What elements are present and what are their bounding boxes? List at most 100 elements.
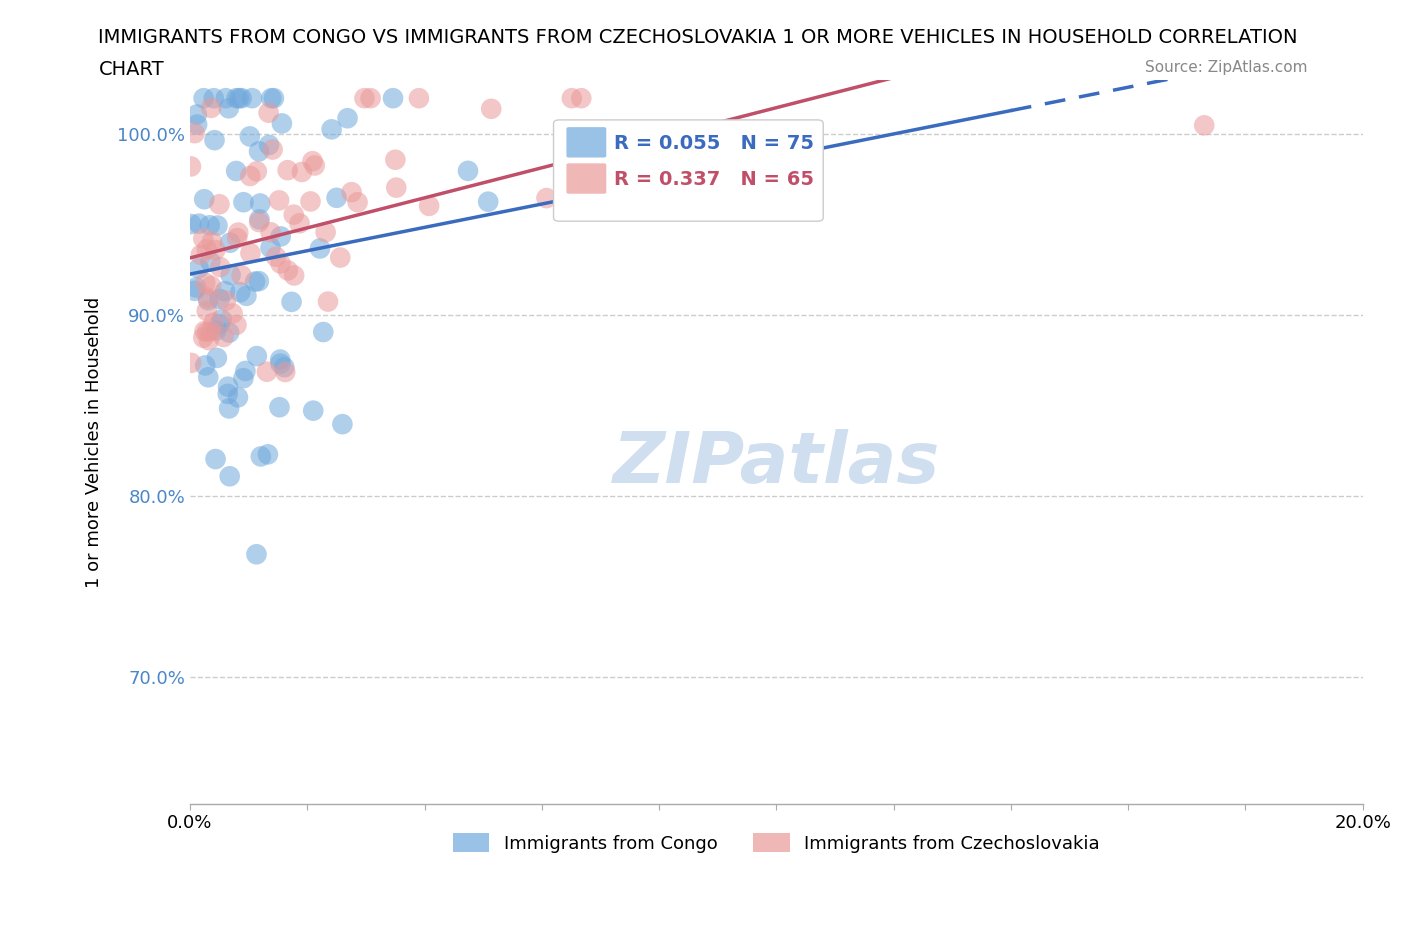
Point	[194, 358, 217, 373]
Point	[240, 91, 263, 106]
Point	[270, 229, 292, 244]
Point	[186, 107, 208, 122]
Point	[225, 317, 247, 332]
Point	[217, 379, 239, 394]
Point	[340, 185, 363, 200]
Point	[239, 168, 262, 183]
Point	[200, 278, 222, 293]
Point	[229, 285, 252, 299]
Point	[232, 371, 254, 386]
Text: Source: ZipAtlas.com: Source: ZipAtlas.com	[1144, 60, 1308, 75]
Point	[193, 324, 215, 339]
FancyBboxPatch shape	[567, 164, 606, 193]
Point	[187, 261, 209, 276]
Point	[245, 547, 267, 562]
Point	[195, 325, 218, 339]
Point	[262, 142, 284, 157]
Point	[353, 91, 375, 106]
Point	[186, 280, 208, 295]
Point	[209, 259, 232, 274]
Point	[204, 133, 226, 148]
Y-axis label: 1 or more Vehicles in Household: 1 or more Vehicles in Household	[86, 297, 103, 588]
Point	[235, 364, 257, 379]
Point	[270, 256, 292, 271]
Point	[194, 275, 217, 290]
Point	[231, 268, 253, 283]
Point	[249, 196, 271, 211]
Point	[200, 254, 222, 269]
Point	[457, 164, 479, 179]
Text: R = 0.055   N = 75: R = 0.055 N = 75	[614, 134, 814, 153]
Point	[205, 323, 228, 338]
Point	[346, 194, 368, 209]
Point	[193, 192, 215, 206]
Point	[239, 246, 262, 260]
Point	[283, 207, 305, 222]
Point	[190, 247, 212, 262]
Point	[193, 91, 215, 106]
Point	[247, 144, 270, 159]
Point	[193, 330, 215, 345]
Point	[231, 91, 253, 106]
Point	[315, 225, 337, 240]
Point	[197, 290, 219, 305]
Point	[332, 417, 354, 432]
Point	[208, 292, 231, 307]
Point	[260, 91, 283, 106]
Text: R = 0.337   N = 65: R = 0.337 N = 65	[614, 170, 814, 189]
FancyBboxPatch shape	[554, 120, 823, 221]
Point	[195, 242, 218, 257]
Point	[336, 111, 359, 126]
Point	[180, 355, 202, 370]
Point	[198, 333, 221, 348]
Point	[259, 240, 281, 255]
Point	[226, 390, 249, 405]
Point	[183, 284, 205, 299]
Point	[304, 158, 326, 173]
Point	[183, 126, 205, 140]
Point	[325, 191, 347, 206]
Point	[250, 449, 273, 464]
Point	[569, 91, 592, 106]
Point	[385, 180, 408, 195]
Point	[299, 194, 322, 209]
Point	[269, 352, 291, 367]
Point	[360, 91, 382, 106]
Point	[201, 234, 224, 249]
Point	[257, 138, 280, 153]
Point	[211, 312, 233, 326]
Point	[226, 231, 249, 246]
Point	[215, 91, 238, 106]
Point	[217, 387, 239, 402]
Point	[197, 293, 219, 308]
Point	[329, 250, 352, 265]
Point	[561, 91, 583, 106]
Point	[274, 365, 297, 379]
Point	[228, 91, 250, 106]
Point	[316, 294, 339, 309]
Point	[186, 117, 208, 132]
Point	[208, 317, 231, 332]
Point	[225, 164, 247, 179]
Point	[277, 263, 299, 278]
Point	[277, 163, 299, 178]
Point	[218, 469, 240, 484]
Text: CHART: CHART	[98, 60, 165, 79]
Point	[215, 293, 238, 308]
Point	[1194, 118, 1216, 133]
Point	[264, 249, 287, 264]
Point	[235, 288, 257, 303]
Point	[246, 164, 269, 179]
Point	[382, 91, 405, 106]
Text: ZIPatlas: ZIPatlas	[613, 429, 941, 498]
Point	[249, 212, 271, 227]
Point	[479, 101, 502, 116]
Point	[218, 401, 240, 416]
Point	[256, 365, 278, 379]
Point	[271, 116, 294, 131]
Point	[273, 360, 295, 375]
Point	[247, 273, 270, 288]
Point	[212, 329, 235, 344]
Point	[259, 225, 281, 240]
Point	[269, 356, 291, 371]
